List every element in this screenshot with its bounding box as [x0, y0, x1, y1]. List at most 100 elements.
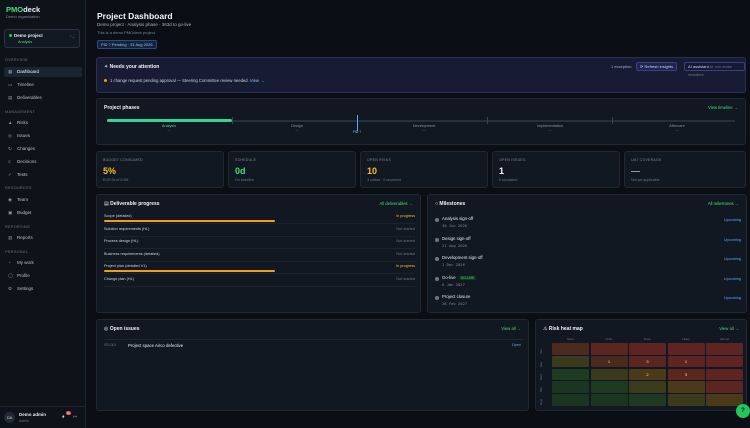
view-all-issues-link[interactable]: View all → [501, 326, 521, 331]
risk-heat-cell[interactable] [590, 368, 628, 381]
milestone-row[interactable]: Analysis sign-off 30 Jun 2026 Upcoming [435, 215, 741, 233]
milestone-row[interactable]: Go-live GO-LIVE 6 Jan 2027 Upcoming [435, 274, 741, 292]
deliverable-row[interactable]: Scope (detailed) In progress [104, 212, 415, 224]
risk-heat-cell[interactable] [590, 394, 628, 406]
sidebar-item-changes[interactable]: ↻ Changes [4, 144, 82, 154]
view-all-risks-link[interactable]: View all → [719, 326, 739, 331]
sidebar-item-tests[interactable]: ✓ Tests [4, 170, 82, 180]
risk-heat-cell[interactable] [552, 343, 589, 355]
ai-assistant-button[interactable]: AI assistant AI can make mistakes [684, 62, 745, 77]
deliverable-status: Not started [396, 239, 415, 243]
risk-heat-cell[interactable] [706, 381, 743, 393]
project-switcher[interactable]: Demo project Analysis ⌃⌄ [4, 29, 80, 48]
risk-column-label: Likely [682, 337, 690, 341]
brand-logo[interactable]: PMOdeck [6, 5, 40, 14]
risk-heat-cell[interactable] [590, 343, 628, 355]
main-content: Project Dashboard Demo project · Analysi… [86, 0, 750, 428]
help-button[interactable]: ? [736, 404, 750, 418]
all-milestones-link[interactable]: All milestones → [707, 201, 739, 206]
sidebar-item-profile[interactable]: ◯ Profile [4, 271, 82, 281]
phase-name: Development [412, 124, 436, 128]
risk-heat-cell[interactable] [552, 381, 589, 393]
kpi-schedule[interactable]: SCHEDULE 0d On baseline [228, 151, 356, 188]
sidebar-item-reports[interactable]: ▥ Reports [4, 233, 82, 243]
phase-implementation[interactable]: Implementation — [520, 124, 580, 132]
kpi-budget[interactable]: BUDGET CONSUMED 5% EUR 0k of 0.0M [96, 151, 224, 188]
deliverables-icon: ▤ [8, 95, 13, 100]
sidebar-item-my-work[interactable]: ◔ My work [4, 258, 82, 268]
risk-heat-cell[interactable]: 2 [629, 368, 666, 381]
risk-heat-cell[interactable]: 3 [667, 368, 705, 381]
phase-aftercare[interactable]: Aftercare — [647, 124, 707, 132]
sidebar-item-settings[interactable]: ⚙ Settings [4, 284, 82, 294]
sidebar-item-timeline[interactable]: ▭ Timeline [4, 80, 82, 90]
risk-heat-cell[interactable]: 3 [629, 355, 666, 368]
milestone-row[interactable]: Development sign-off 1 Dec 2026 Upcoming [435, 254, 741, 272]
view-timeline-link[interactable]: View timeline → [708, 105, 738, 110]
kpi-open-risks[interactable]: OPEN RISKS 10 3 critical · 0 unowned [360, 151, 488, 188]
risk-heat-cell[interactable] [706, 394, 743, 406]
attention-view-link[interactable]: View → [249, 78, 265, 83]
milestone-dot-icon [435, 218, 439, 222]
risk-heat-cell[interactable] [552, 394, 589, 406]
bell-icon[interactable]: ♦ [62, 414, 65, 420]
all-deliverables-link[interactable]: All deliverables → [379, 201, 413, 206]
issue-key: ISS-001 [104, 343, 117, 347]
risk-heat-cell[interactable] [667, 394, 705, 406]
risk-heat-cell[interactable] [706, 368, 743, 381]
phase-divider [612, 117, 613, 124]
risk-heat-cell[interactable]: 1 [667, 355, 705, 368]
risk-heat-cell[interactable] [667, 343, 705, 355]
deliverable-row[interactable]: Process design (HL) Not started [104, 237, 415, 249]
deliverable-row[interactable]: Change plan (HL) Not started [104, 275, 415, 287]
logout-icon[interactable]: ↦ [73, 414, 78, 420]
sidebar-item-risks[interactable]: ▲ Risks [4, 118, 82, 128]
risk-heat-cell[interactable]: 1 [590, 355, 628, 368]
attention-message-text: 1 change request pending approval — Stee… [110, 78, 249, 83]
risk-heat-cell[interactable] [629, 381, 666, 393]
demo-note: This is a demo PMOdeck project. [97, 30, 156, 35]
risk-heat-cell[interactable] [552, 355, 589, 368]
risk-heat-cell[interactable] [629, 394, 666, 406]
deliverables-title-text: Deliverable progress [110, 201, 160, 207]
sidebar-item-team[interactable]: ◉ Team [4, 195, 82, 205]
deliverable-row[interactable]: Solution requirements (HL) Not started [104, 225, 415, 237]
risk-heat-cell[interactable] [667, 381, 705, 393]
kpi-open-issues[interactable]: OPEN ISSUES 1 0 escalated [492, 151, 620, 188]
deliverable-row[interactable]: Business requirements (detailed) Not star… [104, 250, 415, 262]
milestone-row[interactable]: Project closure 28 Feb 2027 Upcoming [435, 293, 741, 311]
sidebar-section-personal: PERSONAL [5, 250, 29, 254]
milestone-status: Upcoming [723, 257, 741, 261]
milestone-row[interactable]: Design sign-off 21 Aug 2026 Upcoming [435, 235, 741, 253]
refresh-insights-button[interactable]: ⟳ Refresh insights [636, 62, 678, 71]
phase-development[interactable]: Development — [394, 124, 454, 132]
risk-map-title: ⚠ Risk heat map [543, 326, 583, 332]
kpi-value: 1 [499, 166, 505, 176]
risk-heat-cell[interactable] [590, 381, 628, 393]
deliverable-name: Change plan (HL) [104, 276, 134, 281]
phase-progress-fill [107, 119, 232, 122]
phase-design[interactable]: Design — [267, 124, 327, 132]
issue-row[interactable]: ISS-001 Project space Airco defective Op… [104, 339, 523, 351]
risk-heat-cell[interactable] [629, 343, 666, 355]
sidebar-item-dashboard[interactable]: ▦ Dashboard [4, 67, 82, 77]
phase-name: Aftercare [669, 124, 685, 128]
fid-status-pill[interactable]: FID ? Pending · 31 Aug 2026 [97, 40, 157, 49]
milestone-name: Development sign-off [442, 255, 483, 260]
sidebar-item-decisions[interactable]: ≡ Decisions [4, 157, 82, 167]
kpi-uat-coverage[interactable]: UAT COVERAGE — Not yet applicable [624, 151, 746, 188]
sidebar-item-budget[interactable]: ▣ Budget [4, 208, 82, 218]
sidebar-item-label: Tests [17, 172, 28, 177]
deliverable-row[interactable]: Project plan (detailed V1) In progress [104, 262, 415, 274]
risk-heat-cell[interactable] [552, 368, 589, 381]
risk-heat-cell[interactable] [706, 343, 743, 355]
avatar[interactable]: DA [4, 412, 15, 423]
sidebar-item-issues[interactable]: ◎ Issues [4, 131, 82, 141]
sidebar-item-label: My work [17, 260, 34, 265]
phase-analysis[interactable]: Analysis — [139, 124, 199, 132]
milestone-name-text: Project closure [442, 294, 471, 299]
risk-heat-cell[interactable] [706, 355, 743, 368]
deliverable-status: In progress [396, 264, 415, 268]
sidebar-item-deliverables[interactable]: ▤ Deliverables [4, 93, 82, 103]
milestone-status: Upcoming [723, 296, 741, 300]
